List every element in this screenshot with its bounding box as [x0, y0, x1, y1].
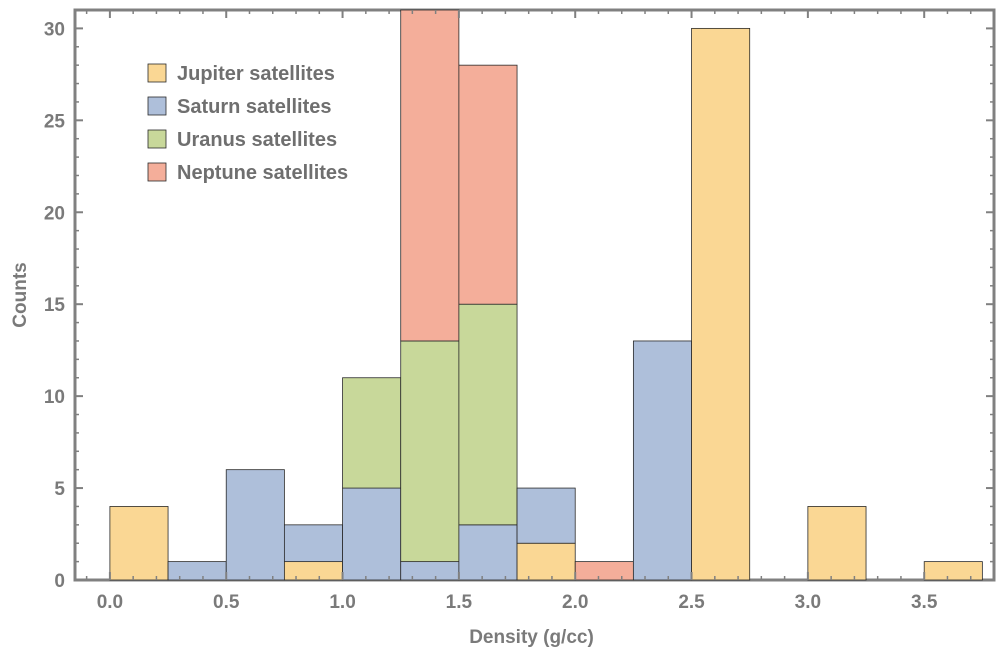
legend-swatch [147, 96, 167, 116]
histogram-bar [283, 524, 343, 563]
y-tick-label: 30 [44, 19, 65, 40]
tick-labels: 0.0 0.5 1.0 1.5 2.0 2.5 3.0 3.5 0 5 10 15 20 25 30 [44, 19, 938, 613]
legend-item: Neptune satellites [147, 162, 348, 184]
histogram-bar [400, 340, 460, 563]
legend-label: Neptune satellites [177, 162, 348, 184]
legend-item: Saturn satellites [147, 96, 332, 118]
x-tick-label: 2.0 [562, 592, 588, 613]
histogram-bar [342, 487, 402, 581]
x-tick-label: 3.0 [795, 592, 821, 613]
histogram-bar [167, 561, 227, 581]
x-tick-label: 0.0 [97, 592, 123, 613]
histogram-bar [691, 27, 751, 581]
axis-ticks [75, 10, 994, 581]
histogram-bar [458, 524, 518, 581]
legend: Jupiter satellites Saturn satellites Uranu… [147, 63, 348, 184]
y-axis-title: Counts [10, 262, 31, 327]
legend-swatch [147, 63, 167, 83]
y-tick-label: 0 [54, 571, 65, 592]
histogram-bar [516, 542, 576, 581]
x-axis-title: Density (g/cc) [469, 627, 594, 648]
x-tick-label: 0.5 [213, 592, 240, 613]
histogram-bar [109, 506, 169, 581]
legend-item: Jupiter satellites [147, 63, 335, 85]
y-tick-label: 15 [44, 295, 66, 316]
y-tick-label: 25 [44, 111, 66, 132]
x-tick-label: 1.5 [446, 592, 473, 613]
histogram-bar [283, 561, 343, 581]
legend-label: Saturn satellites [177, 96, 332, 118]
legend-swatch [147, 129, 167, 149]
histogram-bar [400, 9, 460, 342]
legend-label: Uranus satellites [177, 129, 337, 151]
histogram-bar [400, 561, 460, 581]
y-tick-label: 10 [44, 387, 65, 408]
histogram-bar [574, 561, 634, 581]
legend-label: Jupiter satellites [177, 63, 335, 85]
histogram-bar [807, 506, 867, 581]
histogram-bar [923, 561, 983, 581]
x-tick-label: 2.5 [678, 592, 705, 613]
bars [109, 9, 983, 581]
histogram-bar [516, 487, 576, 544]
histogram-bar [632, 340, 692, 581]
y-tick-label: 5 [54, 479, 65, 500]
legend-item: Uranus satellites [147, 129, 337, 151]
x-tick-label: 1.0 [329, 592, 355, 613]
y-tick-label: 20 [44, 203, 65, 224]
x-tick-label: 3.5 [911, 592, 938, 613]
histogram-bar [342, 377, 402, 489]
legend-swatch [147, 162, 167, 182]
histogram-bar [225, 469, 285, 581]
histogram-bar [458, 303, 518, 526]
histogram-bar [458, 64, 518, 305]
